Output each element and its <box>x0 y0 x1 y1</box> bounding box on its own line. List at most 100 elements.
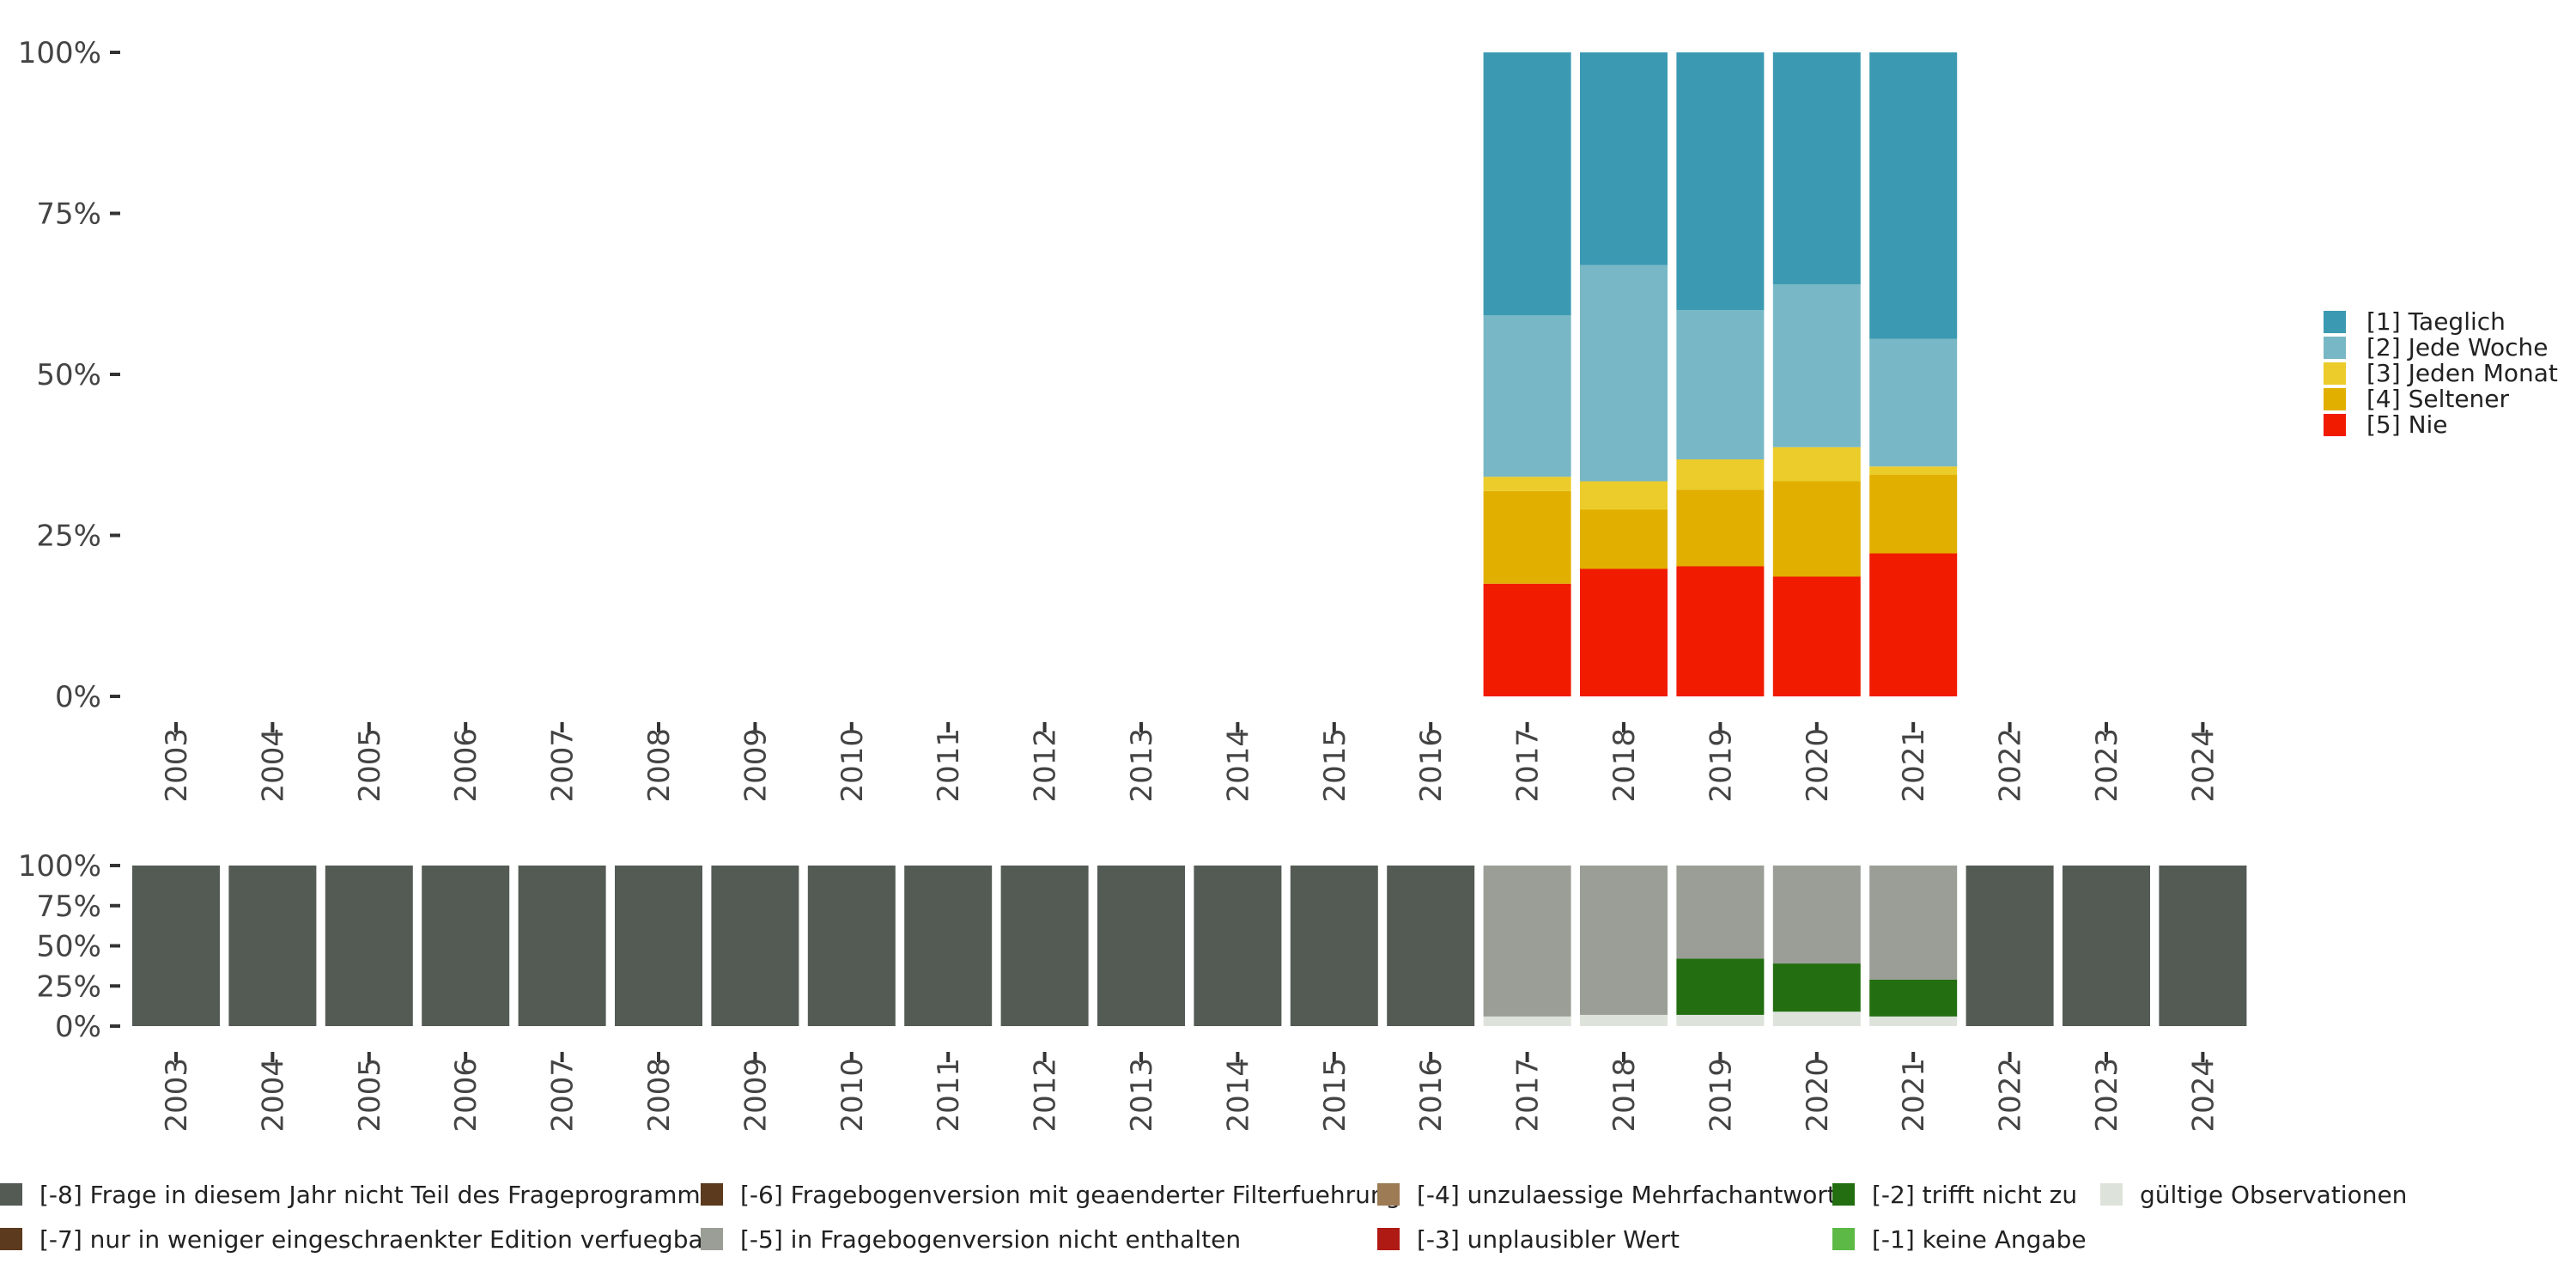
top-x-tick-label: 2019 <box>1704 728 1738 803</box>
bottom-bar-segment <box>325 866 413 1026</box>
top-x-tick-label: 2011 <box>932 728 966 803</box>
legend-swatch <box>1377 1228 1400 1250</box>
bottom-x-tick-label: 2009 <box>738 1058 773 1133</box>
bottom-x-tick-label: 2008 <box>642 1058 677 1133</box>
top-x-tick-label: 2008 <box>642 728 677 803</box>
top-x-tick-label: 2013 <box>1125 728 1159 803</box>
bottom-x-tick-label: 2020 <box>1801 1058 1835 1133</box>
legend-label: [-8] Frage in diesem Jahr nicht Teil des… <box>39 1181 713 1209</box>
legend-label: [3] Jeden Monat <box>2366 359 2558 387</box>
top-x-tick-label: 2021 <box>1897 728 1931 803</box>
legend-label: [4] Seltener <box>2366 385 2510 413</box>
top-x-tick-label: 2004 <box>256 728 290 803</box>
bottom-y-tick-label: 0% <box>55 1010 101 1044</box>
bottom-x-tick-label: 2013 <box>1125 1058 1159 1133</box>
top-x-tick-label: 2020 <box>1801 728 1835 803</box>
bottom-bar-segment <box>904 866 993 1026</box>
bottom-legend: [-8] Frage in diesem Jahr nicht Teil des… <box>0 1181 2407 1254</box>
bottom-x-tick-label: 2016 <box>1414 1058 1449 1133</box>
bottom-bar-segment <box>518 866 606 1026</box>
top-bar-segment <box>1676 459 1765 490</box>
bottom-panel-missing-values: 0% 25% 50% 75% 100% 2003 2004 2005 2006 2007 2008 2… <box>18 849 2247 1133</box>
bottom-x-tick-label: 2019 <box>1704 1058 1738 1133</box>
bottom-bar-segment <box>1290 866 1378 1026</box>
bottom-bar-segment <box>1772 866 1861 964</box>
legend-swatch <box>2324 414 2346 436</box>
top-y-tick-label: 100% <box>18 36 101 70</box>
bottom-bar-segment <box>1965 866 2054 1026</box>
bottom-x-tick-label: 2005 <box>353 1058 387 1133</box>
legend-label: [-7] nur in weniger eingeschraenkter Edi… <box>39 1225 714 1254</box>
legend-swatch <box>701 1183 723 1206</box>
bottom-x-tick-label: 2017 <box>1511 1058 1546 1133</box>
legend-swatch <box>1377 1183 1400 1206</box>
bottom-bar-segment <box>1194 866 1282 1026</box>
bottom-bar-segment <box>1483 1016 1571 1026</box>
bottom-y-tick-label: 50% <box>36 930 101 964</box>
bottom-x-tick-label: 2023 <box>2090 1058 2124 1133</box>
bottom-bar-segment <box>1000 866 1089 1026</box>
top-x-tick-label: 2018 <box>1607 728 1642 803</box>
bottom-x-tick-label: 2015 <box>1318 1058 1352 1133</box>
top-bar-segment <box>1483 52 1571 315</box>
bottom-bar-segment <box>1097 866 1185 1026</box>
top-bar-segment <box>1483 315 1571 477</box>
top-x-tick-label: 2007 <box>546 728 580 803</box>
legend-label: [1] Taeglich <box>2366 307 2506 336</box>
bottom-x-tick-label: 2022 <box>1994 1058 2028 1133</box>
top-bar-segment <box>1869 466 1958 475</box>
top-bar-segment <box>1869 52 1958 339</box>
top-bar-segment <box>1580 509 1668 569</box>
top-bar-segment <box>1676 566 1765 696</box>
top-y-tick-label: 0% <box>55 680 101 714</box>
top-x-tick-label: 2023 <box>2090 728 2124 803</box>
bottom-bar-segment <box>1772 1012 1861 1026</box>
bottom-bar-segment <box>615 866 702 1026</box>
bottom-bar-segment <box>1676 866 1765 959</box>
legend-label: [-6] Fragebogenversion mit geaenderter F… <box>740 1181 1400 1209</box>
bottom-y-tick-label: 75% <box>36 890 101 924</box>
top-x-tick-label: 2014 <box>1221 728 1255 803</box>
top-x-tick-label: 2024 <box>2186 728 2221 803</box>
legend-label: [-3] unplausibler Wert <box>1417 1225 1680 1254</box>
top-bar-segment <box>1869 553 1958 696</box>
legend-swatch <box>1832 1183 1855 1206</box>
top-y-tick-label: 50% <box>36 358 101 392</box>
legend-swatch <box>0 1183 22 1206</box>
top-x-tick-label: 2015 <box>1318 728 1352 803</box>
bottom-x-tick-label: 2007 <box>546 1058 580 1133</box>
bottom-x-tick-label: 2012 <box>1029 1058 1063 1133</box>
top-bar-segment <box>1676 489 1765 567</box>
bottom-bar-segment <box>1869 866 1958 980</box>
top-bar-segment <box>1869 475 1958 554</box>
bottom-bar-segment <box>132 866 220 1026</box>
top-bar-segment <box>1483 477 1571 491</box>
top-bar-segment <box>1580 264 1668 482</box>
bottom-x-tick-label: 2011 <box>932 1058 966 1133</box>
legend-swatch <box>2324 337 2346 359</box>
top-x-tick-label: 2022 <box>1994 728 2028 803</box>
bottom-bar-segment <box>1580 866 1668 1015</box>
bottom-bar-segment <box>2063 866 2150 1026</box>
bottom-x-tick-label: 2014 <box>1221 1058 1255 1133</box>
bottom-bar-segment <box>1772 963 1861 1012</box>
top-x-tick-label: 2010 <box>835 728 870 803</box>
bottom-bar-segment <box>807 866 896 1026</box>
legend-label: [5] Nie <box>2366 410 2448 439</box>
top-y-tick-label: 75% <box>36 197 101 232</box>
top-bar-segment <box>1676 52 1765 310</box>
bottom-x-tick-label: 2021 <box>1897 1058 1931 1133</box>
top-bar-segment <box>1869 338 1958 467</box>
top-bar-segment <box>1580 52 1668 265</box>
top-x-tick-label: 2017 <box>1511 728 1546 803</box>
top-bar-segment <box>1483 583 1571 696</box>
top-bar-segment <box>1772 481 1861 577</box>
bottom-bar-segment <box>422 866 510 1026</box>
top-x-tick-label: 2005 <box>353 728 387 803</box>
top-bar-segment <box>1483 490 1571 584</box>
top-bar-segment <box>1676 310 1765 459</box>
bottom-bar-segment <box>1869 1016 1958 1026</box>
top-panel-stacked-bars: 0% 25% 50% 75% 100% 2003 2004 2005 2006 2007 2008 2… <box>18 36 2221 803</box>
legend-swatch <box>701 1228 723 1250</box>
